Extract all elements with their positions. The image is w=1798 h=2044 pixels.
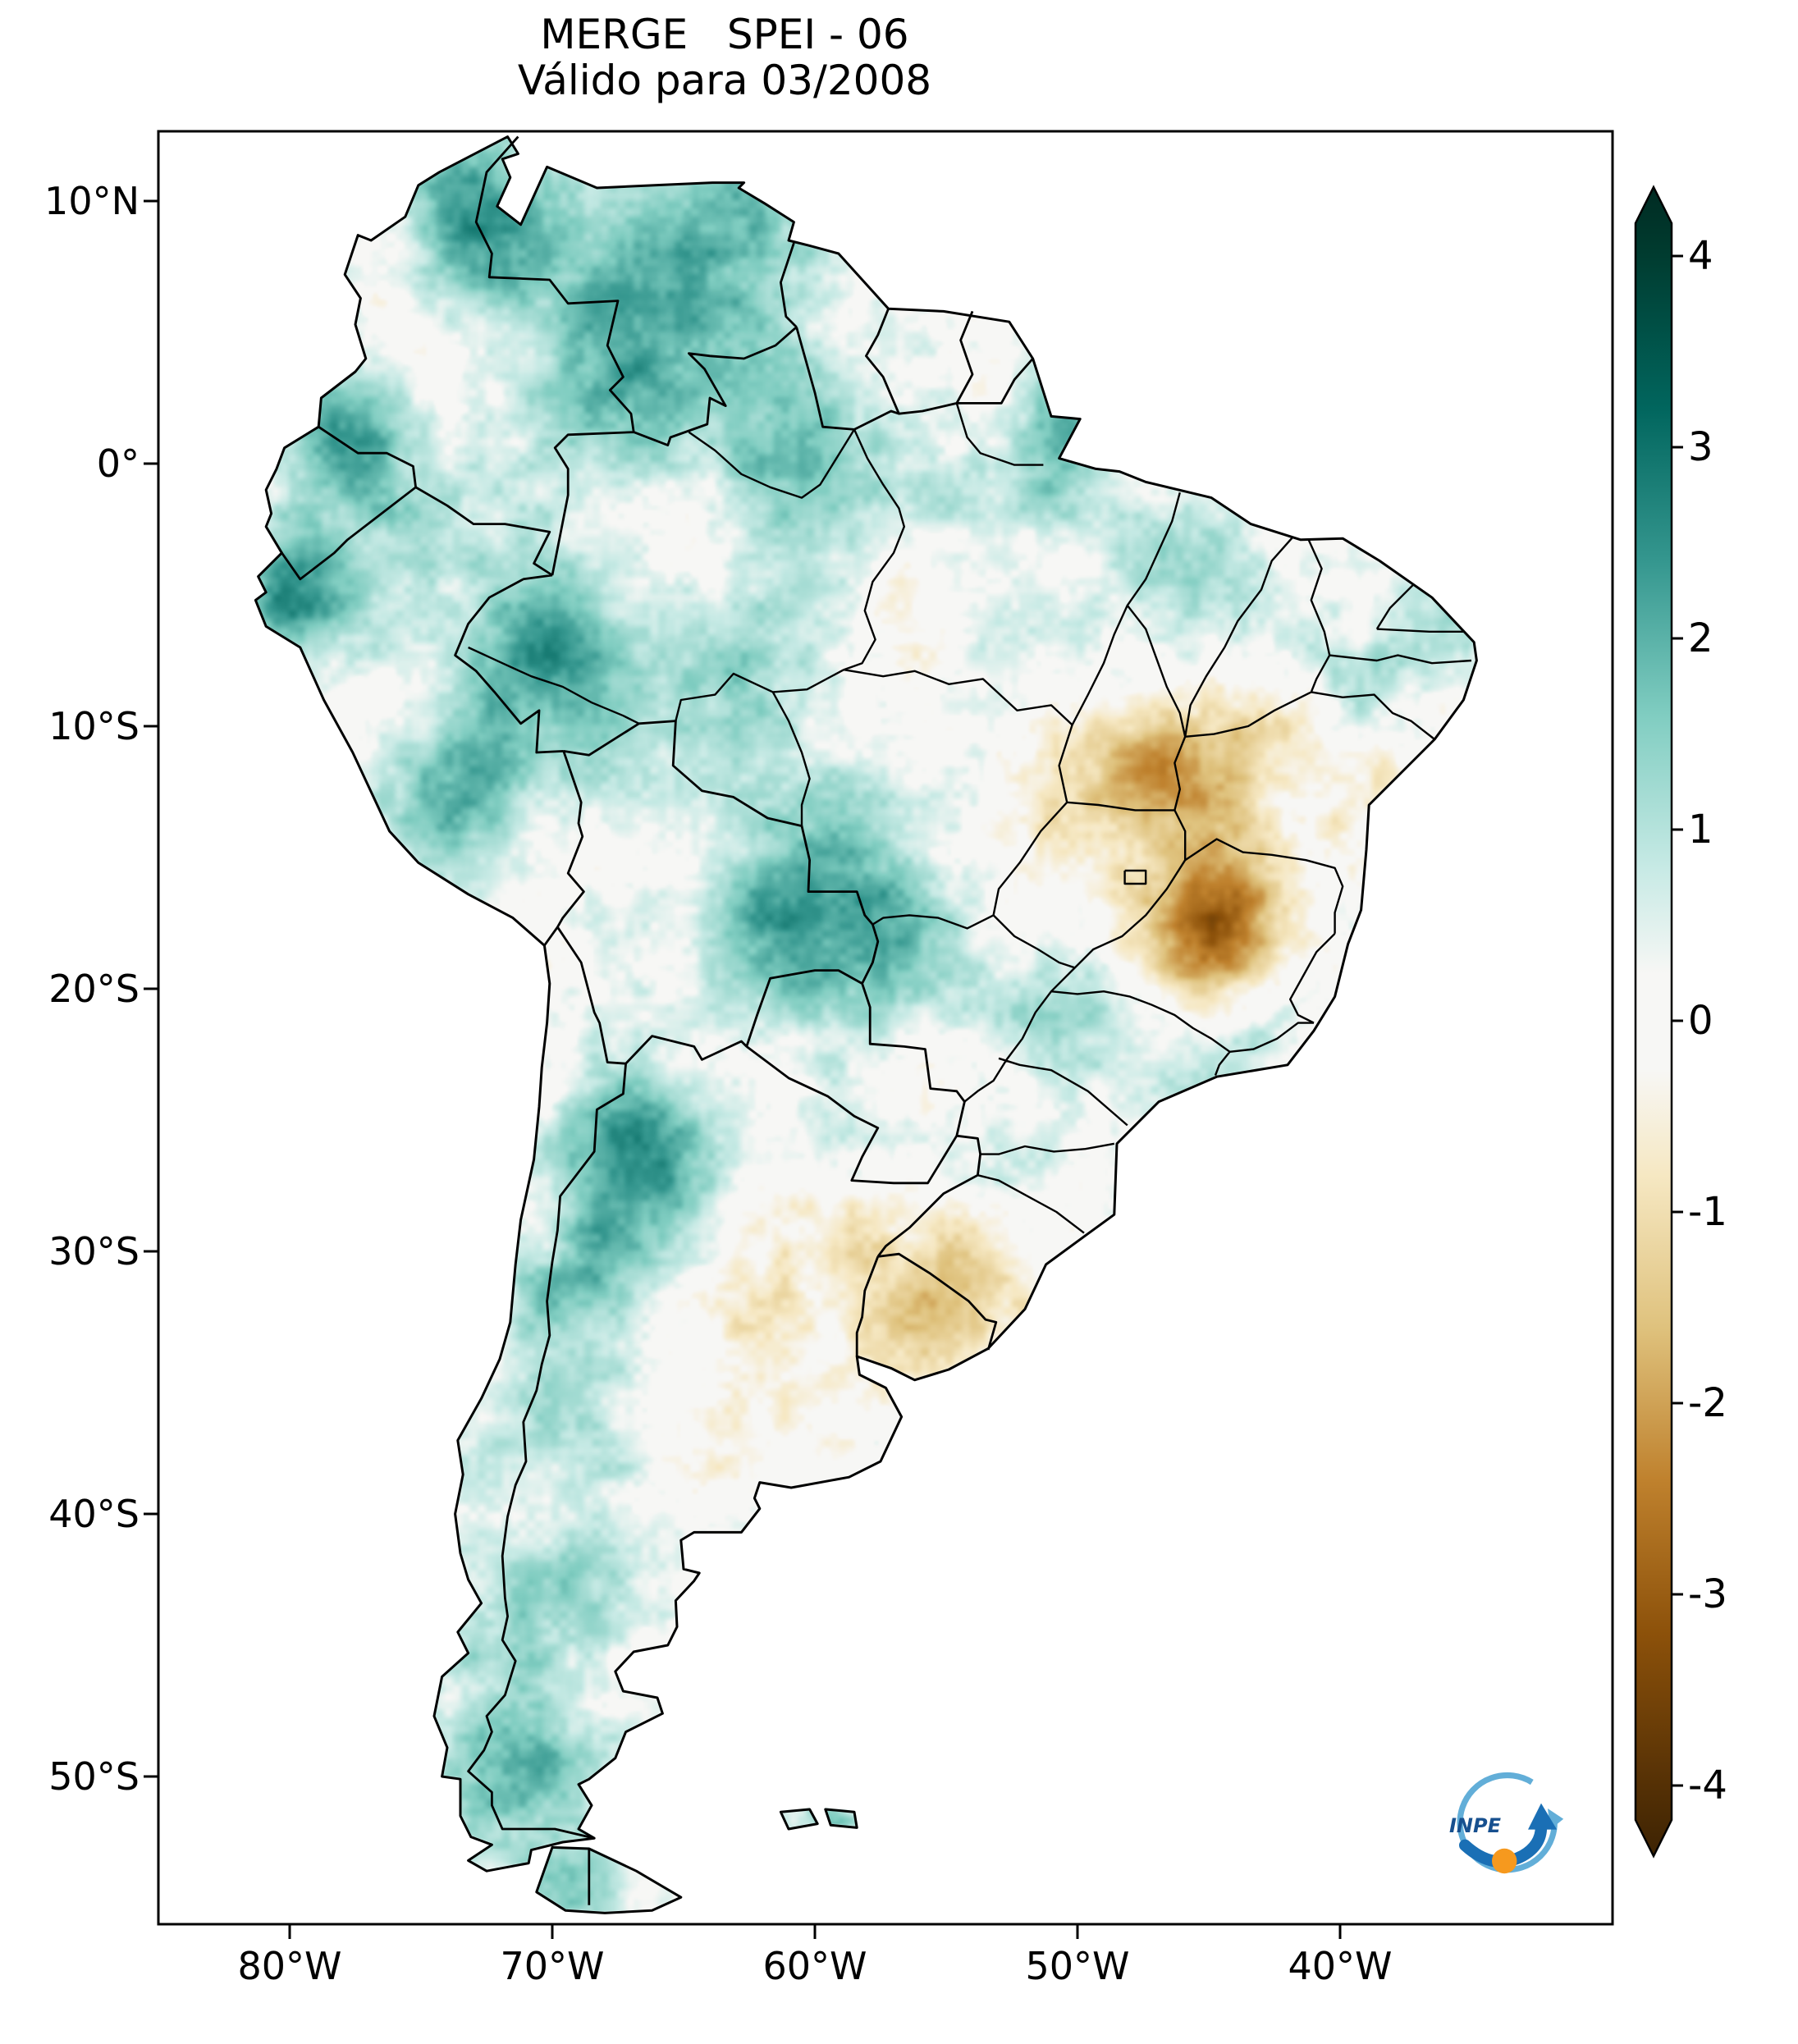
colorbar-tick-label: -3 xyxy=(1688,1571,1727,1617)
x-tick-label: 80°W xyxy=(237,1944,342,1988)
colorbar-tick-label: 3 xyxy=(1688,424,1713,470)
colorbar-gradient-bar xyxy=(1634,185,1673,1859)
y-tick-label: 20°S xyxy=(48,967,140,1011)
inpe-logo-arrowhead-icon xyxy=(1528,1803,1558,1830)
x-tick-label: 70°W xyxy=(500,1944,605,1988)
inpe-logo: INPE xyxy=(1436,1756,1567,1887)
colorbar-tick-label: -1 xyxy=(1688,1189,1727,1235)
colorbar-tick-label: 1 xyxy=(1688,807,1713,853)
x-tick-label: 50°W xyxy=(1025,1944,1130,1988)
y-tick-label: 30°S xyxy=(48,1229,140,1273)
y-tick-label: 40°S xyxy=(48,1492,140,1536)
y-tick-label: 10°N xyxy=(44,179,140,223)
colorbar-tick-label: -2 xyxy=(1688,1380,1727,1426)
x-tick-label: 40°W xyxy=(1288,1944,1393,1988)
inpe-logo-arrow-icon xyxy=(1459,1821,1548,1868)
colorbar-tick-label: 4 xyxy=(1688,233,1713,279)
inpe-logo-text: INPE xyxy=(1449,1814,1502,1837)
colorbar-tick-label: -4 xyxy=(1688,1763,1727,1809)
y-tick-label: 50°S xyxy=(48,1754,140,1799)
x-tick-label: 60°W xyxy=(762,1944,867,1988)
inpe-logo-orange-ball-icon xyxy=(1492,1848,1517,1874)
colorbar-tick-label: 0 xyxy=(1688,998,1713,1044)
y-tick-label: 0° xyxy=(96,441,140,486)
figure-title: MERGE SPEI - 06 xyxy=(540,11,909,58)
figure-subtitle: Válido para 03/2008 xyxy=(517,57,932,104)
spei-raster-map xyxy=(158,131,1613,1924)
y-tick-label: 10°S xyxy=(48,704,140,748)
colorbar-tick-label: 2 xyxy=(1688,615,1713,661)
